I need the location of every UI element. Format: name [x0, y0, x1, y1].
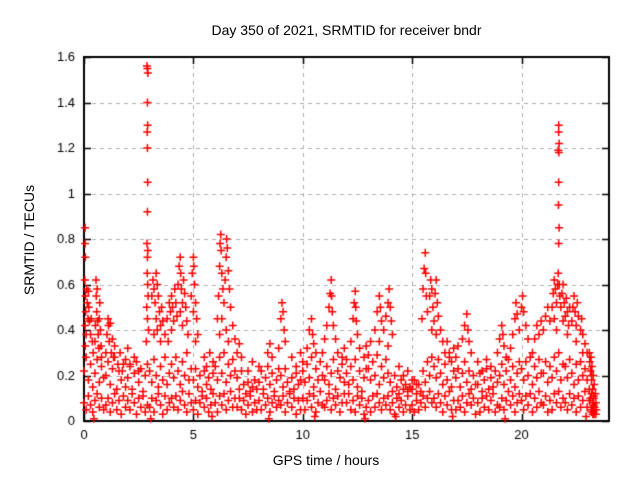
y-axis-label: SRMTID / TECUs: [21, 184, 37, 296]
x-axis-label: GPS time / hours: [272, 452, 380, 468]
chart-title: Day 350 of 2021, SRMTID for receiver bnd…: [211, 22, 482, 38]
